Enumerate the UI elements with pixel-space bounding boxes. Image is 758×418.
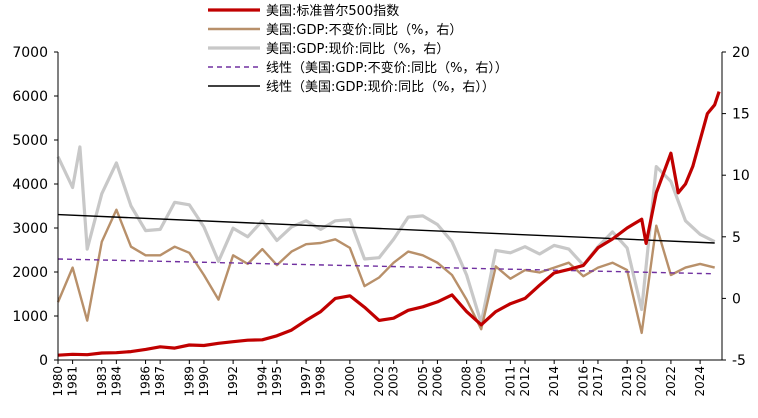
x-tick-label: 2019 [620,366,634,397]
x-tick-label: 2014 [547,366,561,397]
x-tick-label: 1994 [255,366,269,397]
x-tick-label: 2022 [664,366,678,397]
x-tick-label: 2003 [387,366,401,397]
left-tick-label: 7000 [12,45,48,61]
series-line-1 [56,208,715,335]
x-tick-label: 2011 [503,366,517,397]
legend-label: 线性（美国:GDP:现价:同比（%，右）） [266,80,495,95]
x-tick-label: 1997 [299,366,313,397]
right-tick-label: 5 [732,230,741,246]
left-tick-label: 1000 [12,309,48,325]
x-tick-label: 2008 [460,366,474,397]
legend-label: 美国:GDP:现价:同比（%，右） [266,42,449,57]
axes-layer: 01000200030004000500060007000-5051015201… [12,45,749,397]
x-tick-label: 1986 [139,366,153,397]
legend-label: 线性（美国:GDP:不变价:同比（%，右）） [266,60,508,76]
x-tick-label: 2016 [576,366,590,397]
left-tick-label: 0 [39,353,48,369]
x-tick-label: 2020 [635,366,649,397]
series-line-2 [56,145,716,325]
right-tick-label: 10 [732,168,750,184]
left-tick-label: 3000 [12,221,48,237]
x-tick-label: 1989 [182,366,196,397]
right-tick-label: 20 [732,45,750,61]
series-line-0 [57,91,721,357]
x-tick-label: 2012 [518,366,532,397]
x-tick-label: 1980 [51,366,65,397]
x-tick-label: 1987 [153,366,167,397]
x-tick-label: 1990 [197,366,211,397]
x-tick-label: 1983 [95,366,109,397]
x-tick-label: 2002 [372,366,386,397]
right-tick-label: 0 [732,291,741,307]
right-tick-label: -5 [732,353,746,369]
x-tick-label: 1998 [314,366,328,397]
series-line-4 [57,213,715,244]
x-tick-label: 1995 [270,366,284,397]
x-tick-label: 1992 [226,366,240,397]
left-tick-label: 4000 [12,177,48,193]
legend-label: 美国:GDP:不变价:同比（%，右） [266,22,462,38]
x-tick-label: 2006 [430,366,444,397]
x-tick-label: 2009 [474,366,488,397]
x-tick-label: 2017 [591,366,605,397]
left-tick-label: 5000 [12,133,48,149]
x-tick-label: 2000 [343,366,357,397]
x-tick-label: 2024 [693,366,707,397]
series-layer [56,91,721,357]
x-tick-label: 1981 [66,366,80,397]
legend-label: 美国:标准普尔500指数 [266,4,399,19]
series-line-3 [57,258,715,275]
x-tick-label: 2005 [416,366,430,397]
right-tick-label: 15 [732,107,750,123]
left-tick-label: 6000 [12,89,48,105]
x-tick-label: 1984 [109,366,123,397]
left-tick-label: 2000 [12,265,48,281]
